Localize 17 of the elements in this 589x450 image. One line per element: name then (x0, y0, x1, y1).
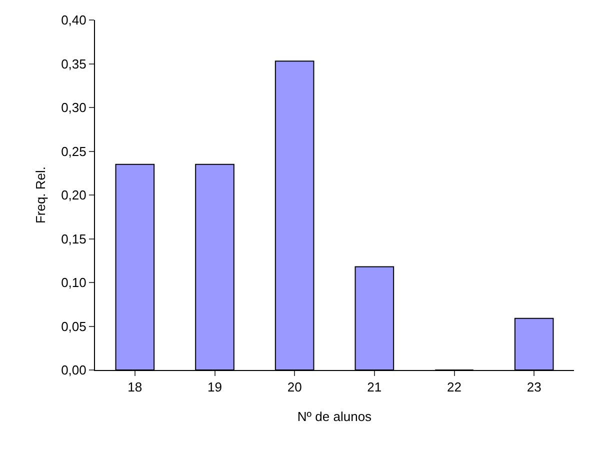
y-tick-label: 0,05 (61, 318, 86, 334)
y-tick-label: 0,00 (61, 362, 86, 378)
y-tick-label: 0,35 (61, 56, 86, 72)
x-tick-label: 21 (367, 380, 382, 395)
y-axis-title: Freq. Rel. (33, 166, 48, 224)
x-tick-label: 20 (287, 380, 302, 395)
x-tick-label: 23 (526, 380, 542, 395)
x-tick-label: 19 (208, 380, 222, 395)
y-tick-label: 0,20 (61, 188, 86, 203)
y-tick-label: 0,30 (61, 100, 86, 116)
x-tick-label: 18 (128, 380, 142, 395)
y-tick-label: 0,40 (61, 12, 86, 28)
y-tick-label: 0,15 (61, 231, 86, 246)
y-tick-label: 0,10 (61, 275, 86, 290)
y-tick-label: 0,25 (61, 144, 86, 159)
x-axis-title: Nº de alunos (297, 409, 372, 424)
x-tick-label: 22 (447, 380, 462, 395)
